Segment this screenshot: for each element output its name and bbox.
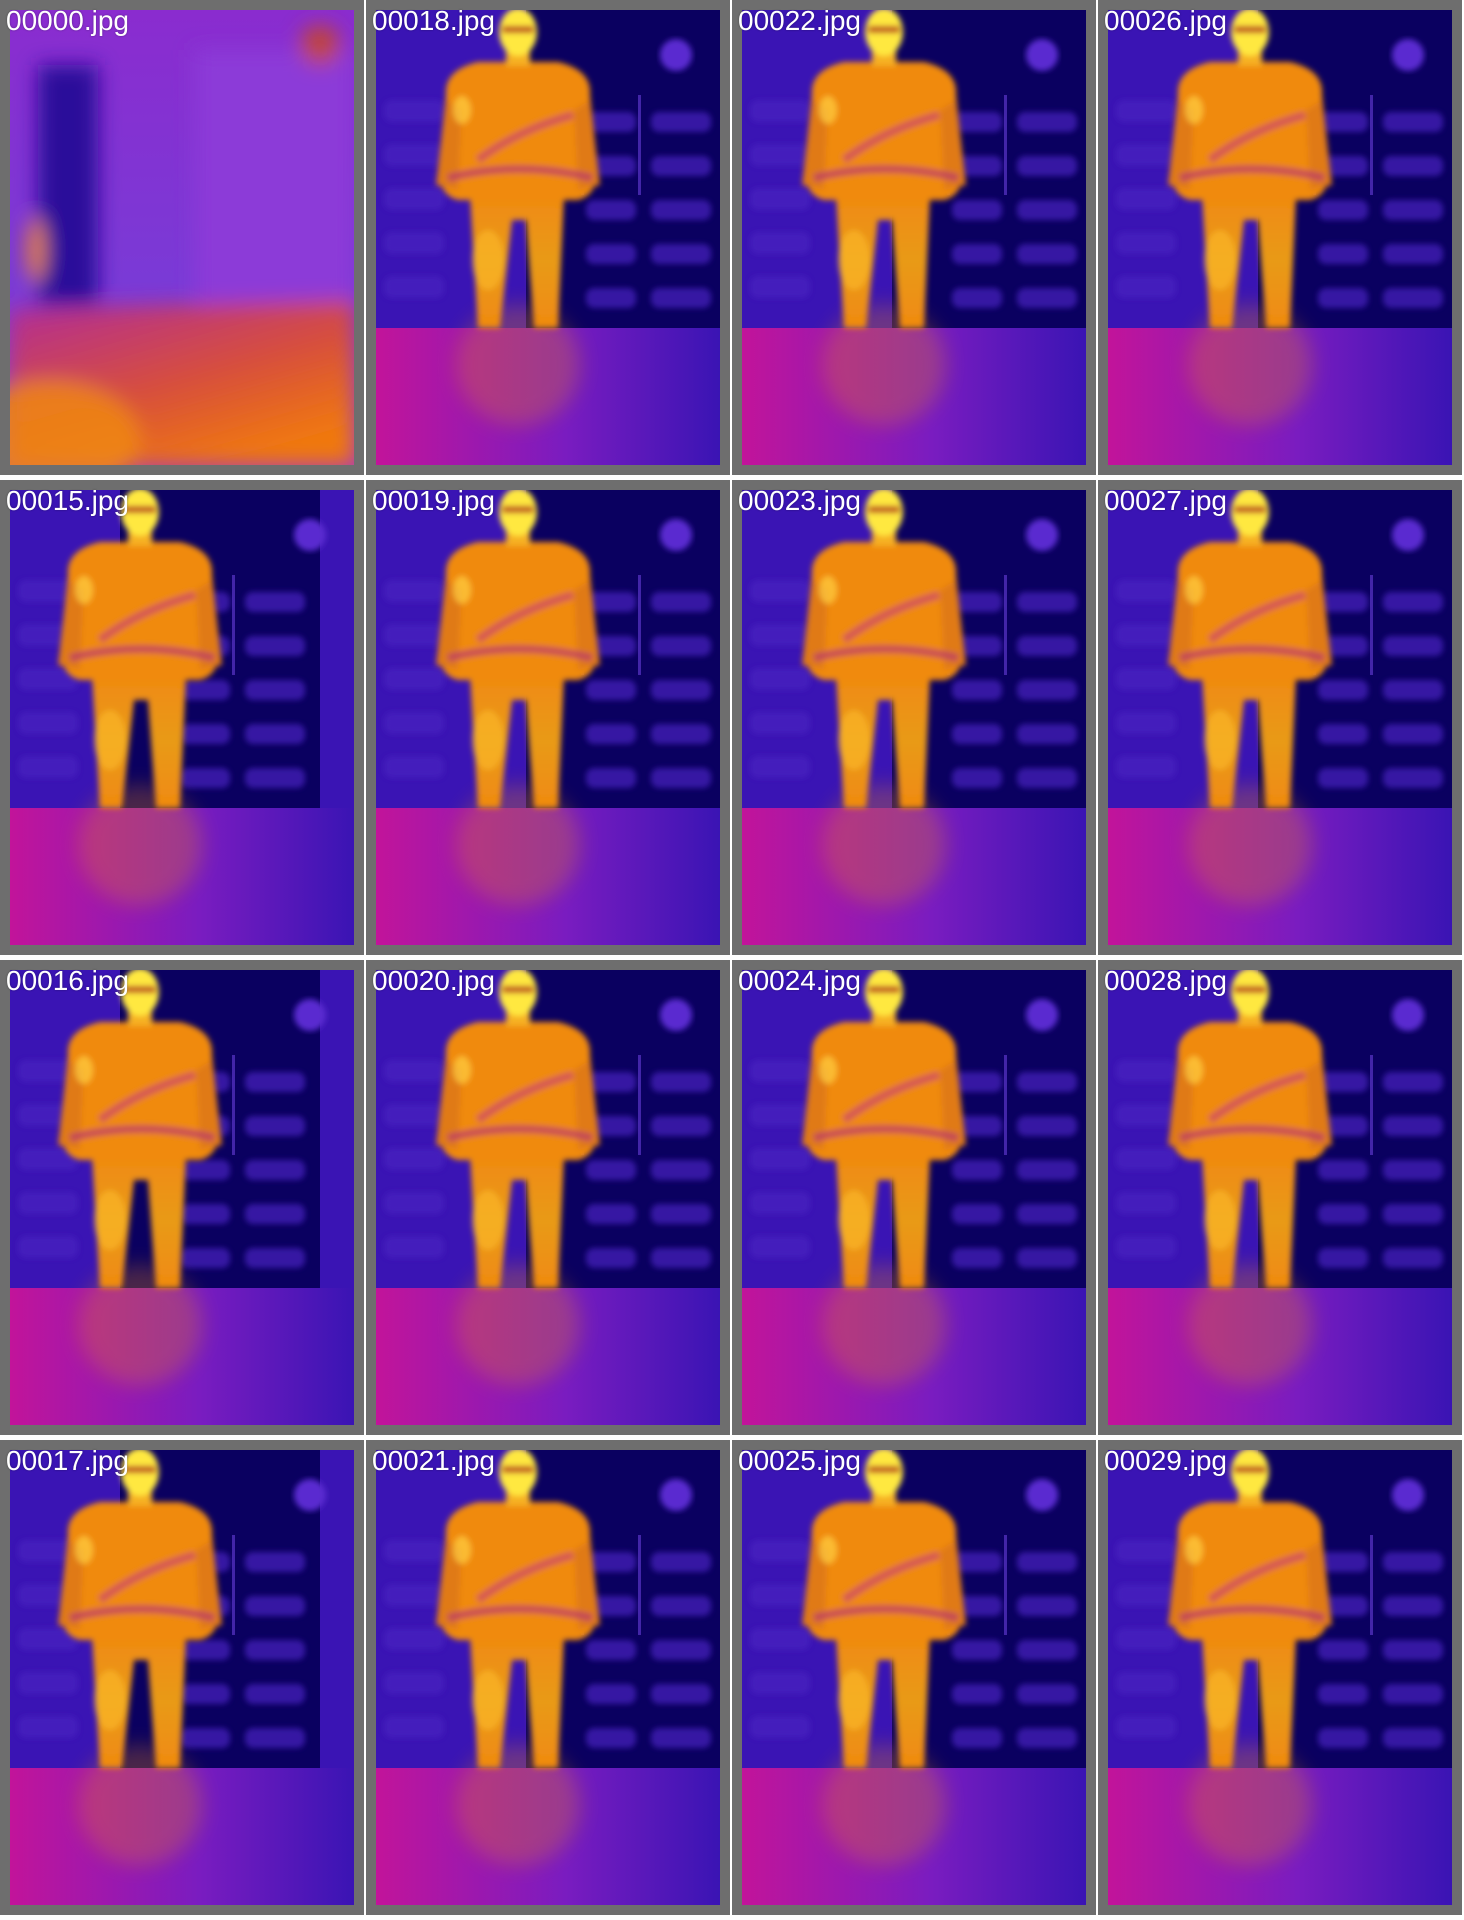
tile-label: 00018.jpg [372, 5, 496, 36]
tile-00021[interactable]: 00021.jpg [366, 1440, 730, 1915]
thermal-image [10, 10, 354, 465]
thermal-image [376, 490, 720, 945]
tile-label: 00028.jpg [1104, 965, 1228, 996]
tile-label: 00025.jpg [738, 1445, 862, 1476]
tile-00025[interactable]: 00025.jpg [732, 1440, 1096, 1915]
thermal-image [1108, 490, 1452, 945]
tile-00019[interactable]: 00019.jpg [366, 480, 730, 955]
tile-00023[interactable]: 00023.jpg [732, 480, 1096, 955]
thermal-image [742, 970, 1086, 1425]
tile-00015[interactable]: 00015.jpg [0, 480, 364, 955]
tile-00026[interactable]: 00026.jpg [1098, 0, 1462, 475]
tile-00027[interactable]: 00027.jpg [1098, 480, 1462, 955]
tile-00000[interactable]: 00000.jpg [0, 0, 364, 475]
tile-label: 00029.jpg [1104, 1445, 1228, 1476]
thermal-image [1108, 10, 1452, 465]
tile-00017[interactable]: 00017.jpg [0, 1440, 364, 1915]
tile-label: 00017.jpg [6, 1445, 130, 1476]
thermal-image [376, 10, 720, 465]
tile-label: 00019.jpg [372, 485, 496, 516]
thermal-image [10, 1450, 354, 1905]
tile-00020[interactable]: 00020.jpg [366, 960, 730, 1435]
thermal-image [742, 490, 1086, 945]
thermal-image [10, 490, 354, 945]
thermal-image [376, 970, 720, 1425]
tile-label: 00022.jpg [738, 5, 862, 36]
thermal-image [10, 970, 354, 1425]
thermal-image [742, 10, 1086, 465]
tile-label: 00015.jpg [6, 485, 130, 516]
tile-label: 00026.jpg [1104, 5, 1228, 36]
tile-00016[interactable]: 00016.jpg [0, 960, 364, 1435]
tile-00024[interactable]: 00024.jpg [732, 960, 1096, 1435]
tile-00022[interactable]: 00022.jpg [732, 0, 1096, 475]
tile-00028[interactable]: 00028.jpg [1098, 960, 1462, 1435]
thermal-image [742, 1450, 1086, 1905]
tile-label: 00016.jpg [6, 965, 130, 996]
tile-00018[interactable]: 00018.jpg [366, 0, 730, 475]
thermal-image [1108, 1450, 1452, 1905]
tile-00029[interactable]: 00029.jpg [1098, 1440, 1462, 1915]
thermal-image [376, 1450, 720, 1905]
tile-label: 00000.jpg [6, 5, 130, 36]
tile-label: 00024.jpg [738, 965, 862, 996]
tile-label: 00023.jpg [738, 485, 862, 516]
tile-label: 00021.jpg [372, 1445, 496, 1476]
thermal-image [1108, 970, 1452, 1425]
tile-label: 00027.jpg [1104, 485, 1228, 516]
tile-label: 00020.jpg [372, 965, 496, 996]
